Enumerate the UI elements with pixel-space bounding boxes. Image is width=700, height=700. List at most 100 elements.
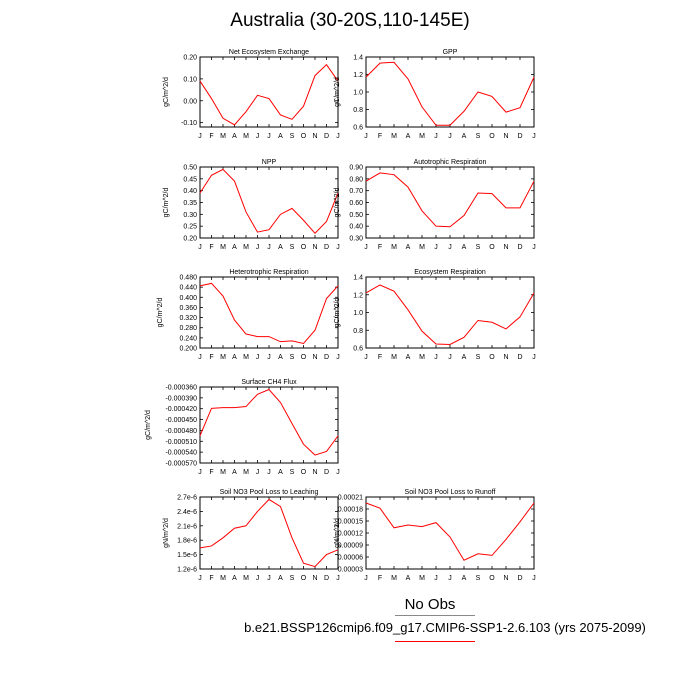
x-tick-label: A [462,354,467,361]
x-tick-label: M [391,244,397,251]
y-tick-label: 1.2e-6 [177,567,197,574]
y-axis-label: gN/m^2/d [163,518,170,548]
chart-panel: Heterotrophic Respiration 0.200 0.240 0.280… [157,269,340,361]
x-tick-label: J [198,244,202,251]
plot-frame [199,496,339,570]
x-tick-label: J [434,354,438,361]
y-tick-label: 0.00003 [338,567,363,574]
x-tick-label: M [243,133,249,140]
x-tick-label: D [324,244,329,251]
y-tick-label: 1.4 [353,55,363,62]
x-tick-label: D [517,133,522,140]
y-tick-label: 0.90 [349,165,363,172]
x-tick-label: O [489,244,495,251]
x-tick-label: A [232,469,237,476]
y-tick-label: 0.8 [353,328,363,335]
y-tick-label: 0.25 [183,224,197,231]
legend-run-line [395,641,475,642]
x-tick-label: J [336,133,340,140]
y-tick-label: 0.20 [183,55,197,62]
y-tick-label: 0.00012 [338,531,363,538]
x-tick-label: A [232,244,237,251]
x-tick-label: J [256,575,260,582]
y-tick-label: 0.6 [353,346,363,353]
legend-divider-line [395,615,475,616]
x-tick-label: J [198,575,202,582]
x-tick-label: M [243,469,249,476]
y-tick-label: 1.8e-6 [177,538,197,545]
x-tick-label: S [290,133,295,140]
x-tick-label: O [489,575,495,582]
x-tick-label: J [198,354,202,361]
series-line [199,282,339,344]
x-tick-label: M [419,575,425,582]
plot-frame [365,166,535,239]
x-tick-label: F [209,133,213,140]
x-tick-label: N [312,133,317,140]
series-line [365,284,535,345]
panel-title: Soil NO3 Pool Loss to Runoff [405,489,496,496]
y-tick-label: 0.50 [349,212,363,219]
y-tick-label: 0.45 [183,176,197,183]
x-tick-label: M [220,244,226,251]
series-line [199,168,339,235]
y-tick-label: 0.400 [179,295,197,302]
x-tick-label: F [378,575,382,582]
chart-panel: Autotrophic Respiration 0.30 0.40 0.50 0.60 0… [334,159,536,251]
y-tick-label: 0.30 [183,212,197,219]
x-tick-label: A [462,575,467,582]
x-tick-label: M [220,575,226,582]
panel-title: NPP [262,159,277,166]
x-tick-label: J [336,244,340,251]
x-tick-label: J [267,575,271,582]
x-tick-label: S [290,575,295,582]
x-tick-label: J [532,133,536,140]
plot-frame [199,386,339,464]
y-tick-label: 0.60 [349,200,363,207]
y-tick-label: 2.7e-6 [177,495,197,502]
y-tick-label: -0.10 [181,120,197,127]
y-tick-label: 0.6 [353,125,363,132]
y-tick-label: -0.000450 [165,417,197,424]
y-tick-label: -0.000480 [165,428,197,435]
x-tick-label: O [489,133,495,140]
y-tick-label: 0.35 [183,200,197,207]
x-tick-label: A [406,244,411,251]
x-tick-label: O [301,575,307,582]
x-tick-label: A [462,244,467,251]
x-tick-label: J [448,354,452,361]
x-tick-label: F [378,244,382,251]
x-tick-label: J [198,469,202,476]
x-tick-label: J [256,244,260,251]
x-tick-label: J [256,354,260,361]
y-tick-label: 0.240 [179,335,197,342]
x-tick-label: A [462,133,467,140]
y-tick-label: 0.40 [349,224,363,231]
y-tick-label: 0.80 [349,176,363,183]
x-tick-label: J [364,244,368,251]
x-tick-label: A [406,133,411,140]
x-tick-label: A [278,469,283,476]
x-tick-label: A [278,244,283,251]
y-tick-label: 0.50 [183,165,197,172]
x-tick-label: M [220,469,226,476]
y-axis-label: gC/m^2/d [157,298,164,328]
x-tick-label: J [336,354,340,361]
x-tick-label: J [267,133,271,140]
chart-panel: Soil NO3 Pool Loss to Runoff 0.00003 0.000… [334,489,536,582]
x-tick-label: O [301,244,307,251]
y-tick-label: -0.000360 [165,385,197,392]
x-tick-label: A [278,133,283,140]
y-tick-label: 0.00009 [338,543,363,550]
x-tick-label: N [312,469,317,476]
x-tick-label: J [364,133,368,140]
y-axis-label: gC/m^2/d [334,298,341,328]
y-tick-label: 0.440 [179,285,197,292]
y-tick-label: 0.10 [183,76,197,83]
y-tick-label: -0.000420 [165,406,197,413]
x-tick-label: S [290,244,295,251]
x-tick-label: J [256,469,260,476]
y-axis-label: gC/m^2/d [163,188,170,218]
plot-frame [365,496,535,570]
